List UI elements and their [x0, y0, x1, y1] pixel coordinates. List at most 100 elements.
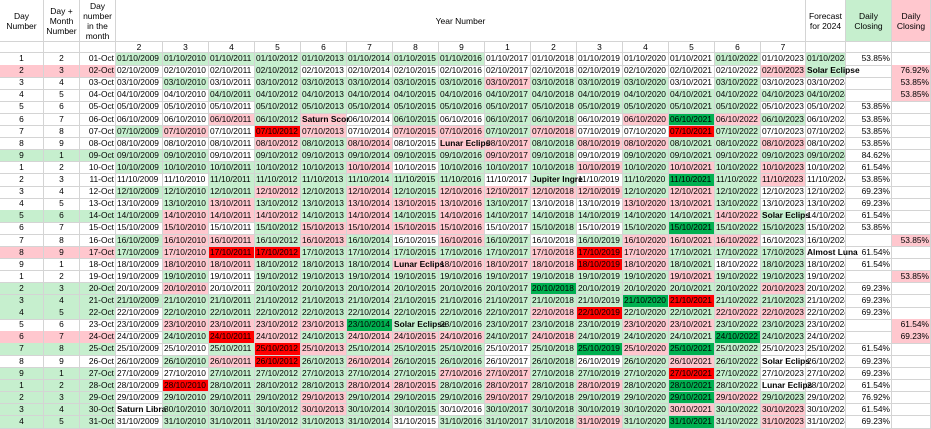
daily-closing-red-cell[interactable] — [892, 186, 931, 199]
date-cell[interactable]: 26/10/2013 — [301, 355, 347, 369]
date-cell[interactable]: 24/10/2015 — [393, 331, 439, 344]
daily-closing-red-cell[interactable]: 53.85% — [892, 270, 931, 284]
date-cell[interactable]: 12/10/2010 — [163, 186, 209, 199]
date-cell[interactable]: 24/10/2009 — [116, 331, 163, 344]
date-cell[interactable]: 30/10/2022 — [715, 403, 761, 417]
date-cell[interactable]: 19/10/2011 — [209, 270, 255, 284]
date-cell[interactable]: 30/10/2016 — [439, 403, 485, 417]
daily-closing-red-cell[interactable] — [892, 53, 931, 66]
forecast-cell[interactable]: 16/10/2024 — [806, 234, 846, 248]
date-cell[interactable]: 17/10/2017 — [485, 246, 531, 260]
day-number-cell[interactable]: 8 — [0, 246, 44, 260]
day-in-month-cell[interactable]: 02-Oct — [80, 65, 116, 78]
date-cell[interactable]: 17/10/2018 — [531, 246, 577, 260]
day-in-month-cell[interactable]: 28-Oct — [80, 379, 116, 393]
daily-closing-green-cell[interactable]: 53.85% — [846, 53, 892, 66]
daily-closing-green-cell[interactable]: 61.54% — [846, 246, 892, 260]
date-cell[interactable]: 23/10/2021 — [669, 319, 715, 332]
date-cell[interactable]: 29/10/2013 — [301, 391, 347, 405]
date-cell[interactable]: 29/10/2022 — [715, 391, 761, 405]
date-cell[interactable]: 21/10/2019 — [577, 295, 623, 308]
daily-closing-green-cell[interactable] — [846, 77, 892, 90]
daily-closing-green-cell[interactable] — [846, 270, 892, 284]
date-cell[interactable]: 03/10/2020 — [623, 77, 669, 90]
date-cell[interactable]: 11/10/2020 — [623, 174, 669, 187]
day-number-cell[interactable]: 9 — [0, 149, 44, 163]
day-number-cell[interactable]: 8 — [0, 355, 44, 369]
date-cell[interactable]: 01/10/2020 — [623, 53, 669, 66]
date-cell[interactable]: 01/10/2015 — [393, 53, 439, 66]
date-cell[interactable]: 02/10/2012 — [255, 65, 301, 78]
day-month-number-cell[interactable]: 9 — [44, 246, 80, 260]
date-cell[interactable]: 04/10/2017 — [485, 89, 531, 102]
date-cell[interactable]: 03/10/2013 — [301, 77, 347, 90]
date-cell[interactable]: 06/10/2015 — [393, 113, 439, 127]
date-cell[interactable]: 11/10/2023 — [761, 174, 806, 187]
date-cell[interactable]: 01/10/2018 — [531, 53, 577, 66]
date-cell[interactable]: 10/10/2009 — [116, 161, 163, 175]
date-cell[interactable]: 15/10/2012 — [255, 222, 301, 235]
forecast-cell[interactable]: 04/10/2024 — [806, 89, 846, 102]
date-cell[interactable]: 19/10/2019 — [577, 270, 623, 284]
date-cell[interactable]: 09/10/2010 — [163, 149, 209, 163]
date-cell[interactable]: 09/10/2022 — [715, 149, 761, 163]
day-number-cell[interactable]: 9 — [0, 258, 44, 272]
date-cell[interactable]: 22/10/2009 — [116, 307, 163, 320]
date-cell[interactable]: 28/10/2020 — [623, 379, 669, 393]
date-cell[interactable]: 05/10/2021 — [669, 101, 715, 114]
day-in-month-cell[interactable]: 13-Oct — [80, 198, 116, 211]
daily-closing-green-cell[interactable]: 69.23% — [846, 198, 892, 211]
day-number-cell[interactable]: 2 — [0, 65, 44, 78]
date-cell[interactable]: 07/10/2011 — [209, 125, 255, 139]
daily-closing-green-cell[interactable]: 61.54% — [846, 210, 892, 223]
date-cell[interactable]: 24/10/2021 — [669, 331, 715, 344]
date-cell[interactable]: 29/10/2016 — [439, 391, 485, 405]
date-cell[interactable]: 18/10/2016 — [439, 258, 485, 272]
day-number-cell[interactable]: 6 — [0, 331, 44, 344]
year-number-cell[interactable]: 3 — [577, 42, 623, 53]
date-cell[interactable]: 27/10/2011 — [209, 367, 255, 381]
date-cell[interactable]: 03/10/2012 — [255, 77, 301, 90]
date-cell[interactable]: 12/10/2021 — [669, 186, 715, 199]
daily-closing-red-cell[interactable]: 61.54% — [892, 319, 931, 332]
year-number-cell[interactable]: 3 — [163, 42, 209, 53]
date-cell[interactable]: 12/10/2020 — [623, 186, 669, 199]
date-cell[interactable]: 10/10/2017 — [485, 161, 531, 175]
date-cell[interactable]: 30/10/2020 — [623, 403, 669, 417]
date-cell[interactable]: 09/10/2021 — [669, 149, 715, 163]
date-cell[interactable]: 29/10/2021 — [669, 391, 715, 405]
date-cell[interactable]: 08/10/2014 — [347, 137, 393, 151]
date-cell[interactable]: 14/10/2021 — [669, 210, 715, 223]
date-cell[interactable]: 26/10/2009 — [116, 355, 163, 369]
day-month-number-cell[interactable]: 4 — [44, 295, 80, 308]
date-cell[interactable]: 08/10/2009 — [116, 137, 163, 151]
daily-closing-green-cell[interactable]: 69.23% — [846, 416, 892, 429]
day-in-month-cell[interactable]: 06-Oct — [80, 113, 116, 127]
date-cell[interactable]: 28/10/2014 — [347, 379, 393, 393]
date-cell[interactable]: 28/10/2018 — [531, 379, 577, 393]
day-in-month-cell[interactable]: 08-Oct — [80, 137, 116, 151]
date-cell[interactable]: 22/10/2010 — [163, 307, 209, 320]
date-cell[interactable]: 31/10/2020 — [623, 416, 669, 429]
date-cell[interactable]: 13/10/2020 — [623, 198, 669, 211]
day-month-number-cell[interactable]: 5 — [44, 416, 80, 429]
date-cell[interactable]: 22/10/2019 — [577, 307, 623, 320]
date-cell[interactable]: 18/10/2020 — [623, 258, 669, 272]
day-month-number-cell[interactable]: 9 — [44, 137, 80, 151]
day-month-number-cell[interactable]: 7 — [44, 331, 80, 344]
date-cell[interactable]: 19/10/2021 — [669, 270, 715, 284]
date-cell[interactable]: 31/10/2022 — [715, 416, 761, 429]
date-cell[interactable]: 05/10/2014 — [347, 101, 393, 114]
day-in-month-cell[interactable]: 07-Oct — [80, 125, 116, 139]
day-number-cell[interactable]: 7 — [0, 343, 44, 356]
date-cell[interactable]: 26/10/2017 — [485, 355, 531, 369]
date-cell[interactable]: 28/10/2010 — [163, 379, 209, 393]
date-cell[interactable]: 22/10/2014 — [347, 307, 393, 320]
date-cell[interactable]: 30/10/2011 — [209, 403, 255, 417]
daily-closing-green-cell[interactable]: 84.62% — [846, 149, 892, 163]
date-cell[interactable]: 31/10/2014 — [347, 416, 393, 429]
date-cell[interactable]: 23/10/2017 — [485, 319, 531, 332]
date-cell[interactable]: 27/10/2018 — [531, 367, 577, 381]
forecast-cell[interactable]: Solar Eclipse — [806, 65, 860, 78]
date-cell[interactable]: 19/10/2013 — [301, 270, 347, 284]
